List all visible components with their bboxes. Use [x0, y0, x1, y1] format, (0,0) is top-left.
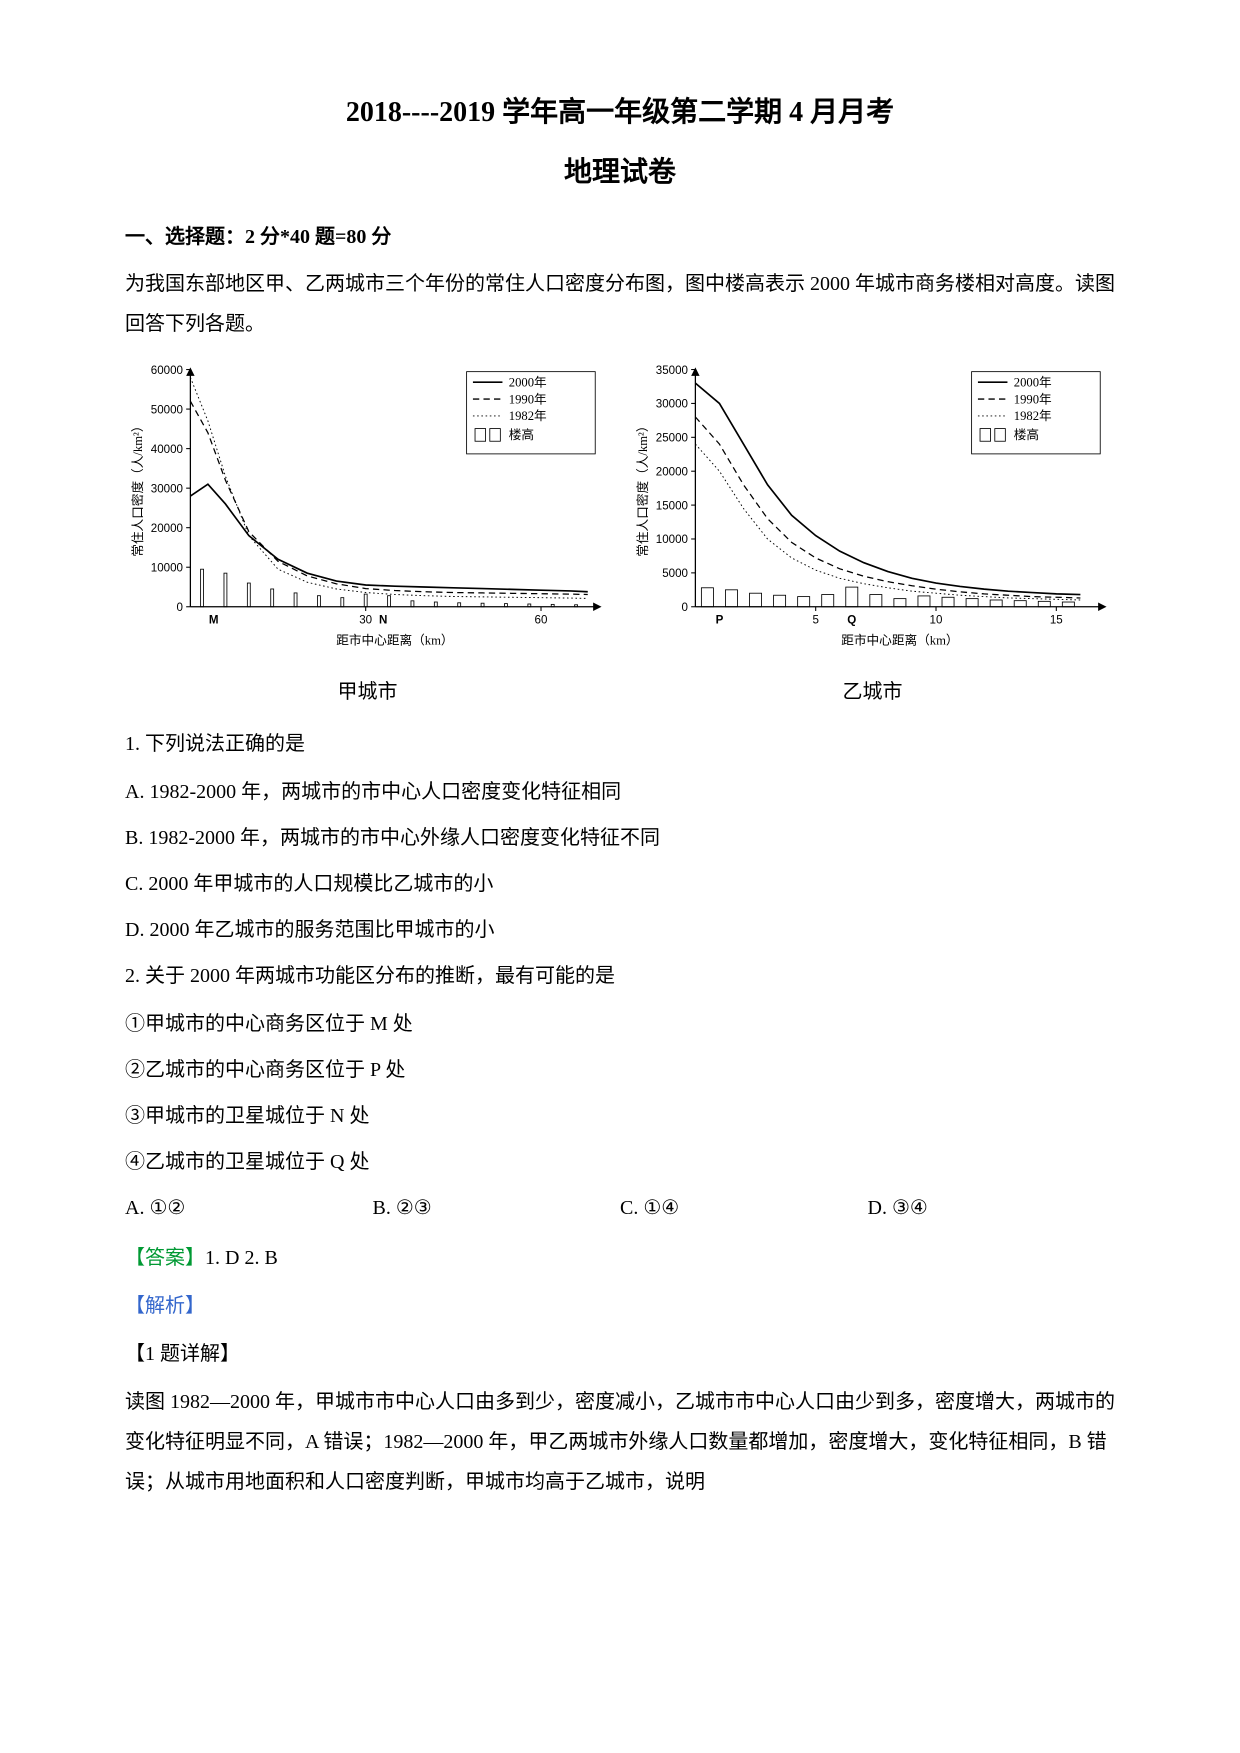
title-main: 2018----2019 学年高一年级第二学期 4 月月考: [125, 90, 1115, 130]
svg-text:1982年: 1982年: [509, 409, 547, 423]
svg-text:30: 30: [359, 615, 372, 627]
svg-text:距市中心距离（km）: 距市中心距离（km）: [841, 633, 958, 648]
svg-text:30000: 30000: [151, 483, 183, 495]
q2-o1: ①甲城市的中心商务区位于 M 处: [125, 1004, 1115, 1044]
q1-opt-d: D. 2000 年乙城市的服务范围比甲城市的小: [125, 910, 1115, 950]
q2-opt-b: B. ②③: [373, 1188, 621, 1228]
svg-text:50000: 50000: [151, 404, 183, 416]
svg-text:5000: 5000: [662, 568, 688, 580]
svg-text:10000: 10000: [151, 562, 183, 574]
svg-text:常住人口密度（人/km²）: 常住人口密度（人/km²）: [635, 420, 650, 557]
svg-text:15: 15: [1050, 615, 1063, 627]
charts-row: 01000020000300004000050000600003060MN常住人…: [125, 359, 1115, 704]
svg-text:20000: 20000: [656, 466, 688, 478]
chart-a-box: 0 10000 20000 30000 40000 50000 60000 30 60 M N 常住人…: [125, 359, 610, 704]
detail-header: 【1 题详解】: [125, 1334, 1115, 1374]
svg-text:M: M: [209, 615, 219, 627]
svg-text:30000: 30000: [656, 399, 688, 411]
chart-a-svg: 0 10000 20000 30000 40000 50000 60000 30 60 M N 常住人…: [125, 359, 610, 665]
q1-opt-b: B. 1982-2000 年，两城市的市中心外缘人口密度变化特征不同: [125, 818, 1115, 858]
svg-text:楼高: 楼高: [1014, 427, 1039, 442]
q2-opt-a: A. ①②: [125, 1188, 373, 1228]
svg-text:60: 60: [535, 615, 548, 627]
svg-text:35000: 35000: [656, 365, 688, 377]
q2-options-row: A. ①② B. ②③ C. ①④ D. ③④: [125, 1188, 1115, 1228]
q1-opt-a: A. 1982-2000 年，两城市的市中心人口密度变化特征相同: [125, 772, 1115, 812]
svg-text:N: N: [379, 615, 387, 627]
svg-text:5: 5: [812, 615, 818, 627]
svg-text:0: 0: [177, 602, 183, 614]
chart-b-svg: 0 5000 10000 15000 20000 25000 30000 35000 5 10 15…: [630, 359, 1115, 665]
q1-opt-c: C. 2000 年甲城市的人口规模比乙城市的小: [125, 864, 1115, 904]
chart-b-caption: 乙城市: [630, 675, 1115, 704]
intro-paragraph: 为我国东部地区甲、乙两城市三个年份的常住人口密度分布图，图中楼高表示 2000 …: [125, 264, 1115, 344]
q1-stem: 1. 下列说法正确的是: [125, 724, 1115, 764]
svg-text:15000: 15000: [656, 500, 688, 512]
svg-text:0: 0: [682, 602, 688, 614]
svg-text:25000: 25000: [656, 433, 688, 445]
chart-a-caption: 甲城市: [125, 675, 610, 704]
answer-text: 1. D 2. B: [205, 1247, 278, 1269]
q2-o3: ③甲城市的卫星城位于 N 处: [125, 1096, 1115, 1136]
svg-text:2000年: 2000年: [509, 375, 547, 389]
svg-text:10000: 10000: [656, 534, 688, 546]
answer-line: 【答案】1. D 2. B: [125, 1238, 1115, 1278]
svg-text:1982年: 1982年: [1014, 409, 1052, 423]
svg-text:40000: 40000: [151, 444, 183, 456]
svg-text:60000: 60000: [151, 365, 183, 377]
svg-text:常住人口密度（人/km²）: 常住人口密度（人/km²）: [130, 420, 145, 557]
section-header: 一、选择题：2 分*40 题=80 分: [125, 220, 1115, 249]
svg-text:1990年: 1990年: [1014, 392, 1052, 406]
svg-text:楼高: 楼高: [509, 427, 534, 442]
q2-opt-c: C. ①④: [620, 1188, 868, 1228]
svg-text:Q: Q: [847, 615, 856, 627]
answer-label: 【答案】: [125, 1247, 205, 1269]
svg-text:2000年: 2000年: [1014, 375, 1052, 389]
q2-o2: ②乙城市的中心商务区位于 P 处: [125, 1050, 1115, 1090]
q2-stem: 2. 关于 2000 年两城市功能区分布的推断，最有可能的是: [125, 956, 1115, 996]
svg-text:1990年: 1990年: [509, 392, 547, 406]
detail-text: 读图 1982—2000 年，甲城市市中心人口由多到少，密度减小，乙城市市中心人…: [125, 1382, 1115, 1502]
q2-o4: ④乙城市的卫星城位于 Q 处: [125, 1142, 1115, 1182]
q2-opt-d: D. ③④: [868, 1188, 1116, 1228]
svg-text:20000: 20000: [151, 523, 183, 535]
title-sub: 地理试卷: [125, 150, 1115, 190]
chart-b-box: 0 5000 10000 15000 20000 25000 30000 35000 5 10 15…: [630, 359, 1115, 704]
svg-text:P: P: [716, 615, 724, 627]
page-root: 2018----2019 学年高一年级第二学期 4 月月考 地理试卷 一、选择题…: [0, 0, 1240, 1572]
svg-text:距市中心距离（km）: 距市中心距离（km）: [336, 633, 453, 648]
svg-text:10: 10: [930, 615, 943, 627]
analysis-label: 【解析】: [125, 1286, 1115, 1326]
